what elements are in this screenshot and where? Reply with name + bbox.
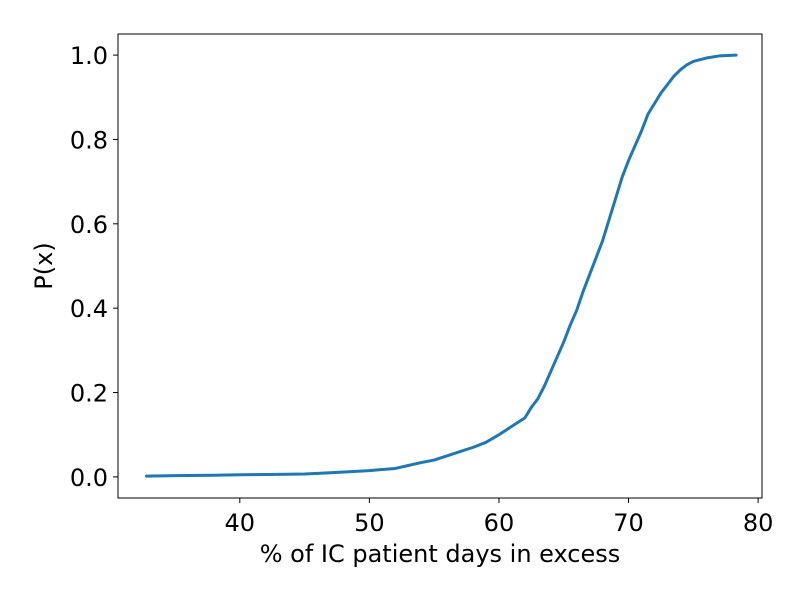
cdf-series-line xyxy=(145,53,738,478)
x-tick-label: 40 xyxy=(225,509,256,537)
plot-frame xyxy=(117,33,763,499)
x-axis-ticks: 40 50 60 70 80 xyxy=(225,498,774,537)
y-tick-label: 1.0 xyxy=(70,42,108,70)
y-tick-label: 0.8 xyxy=(70,126,108,154)
x-tick-label: 70 xyxy=(613,509,644,537)
y-tick-label: 0.6 xyxy=(70,211,108,239)
x-tick-label: 80 xyxy=(743,509,774,537)
y-tick-label: 0.0 xyxy=(70,464,108,492)
plot-layer xyxy=(145,53,738,478)
y-axis-label: P(x) xyxy=(30,242,58,289)
y-tick-label: 0.2 xyxy=(70,380,108,408)
x-axis-label: % of IC patient days in excess xyxy=(260,540,621,568)
y-tick-label: 0.4 xyxy=(70,295,108,323)
x-tick-label: 60 xyxy=(484,509,515,537)
y-axis-ticks: 0.0 0.2 0.4 0.6 0.8 1.0 xyxy=(70,42,118,492)
x-tick-label: 50 xyxy=(354,509,385,537)
